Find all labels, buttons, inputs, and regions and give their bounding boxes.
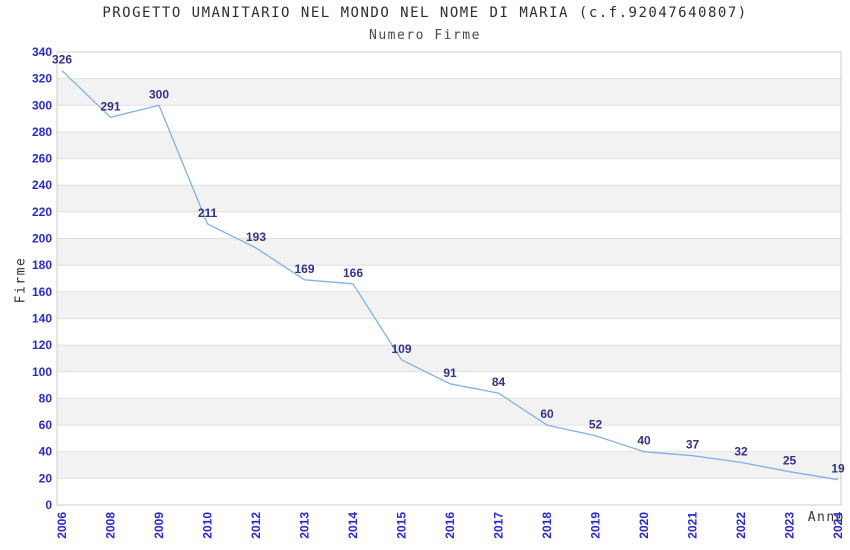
x-tick-label: 2020 bbox=[637, 512, 651, 539]
x-tick-label: 2006 bbox=[55, 512, 69, 539]
y-tick-label: 300 bbox=[32, 98, 52, 112]
data-point-label: 211 bbox=[198, 206, 218, 220]
data-point-label: 60 bbox=[540, 407, 554, 421]
y-tick-label: 220 bbox=[32, 205, 52, 219]
plot-band bbox=[57, 451, 841, 479]
x-tick-label: 2024 bbox=[831, 512, 845, 539]
x-tick-label: 2008 bbox=[104, 512, 118, 539]
y-tick-label: 260 bbox=[32, 152, 52, 166]
plot-band bbox=[57, 398, 841, 425]
data-point-label: 193 bbox=[246, 230, 266, 244]
plot-band bbox=[57, 131, 841, 159]
chart-title: PROGETTO UMANITARIO NEL MONDO NEL NOME D… bbox=[102, 5, 748, 21]
data-point-label: 169 bbox=[294, 262, 314, 276]
plot-band bbox=[57, 345, 841, 372]
data-point-label: 300 bbox=[149, 87, 169, 101]
x-tick-label: 2009 bbox=[152, 512, 166, 539]
data-point-label: 25 bbox=[783, 454, 797, 468]
chart-subtitle: Numero Firme bbox=[369, 28, 481, 43]
x-axis-title: Anno bbox=[807, 510, 845, 525]
x-tick-label: 2023 bbox=[783, 512, 797, 539]
y-tick-label: 180 bbox=[32, 258, 52, 272]
data-point-label: 40 bbox=[637, 434, 651, 448]
data-point-label: 326 bbox=[52, 53, 72, 67]
plot-band bbox=[57, 185, 841, 212]
y-tick-label: 40 bbox=[39, 445, 53, 459]
y-tick-label: 0 bbox=[45, 498, 52, 512]
y-tick-label: 120 bbox=[32, 338, 52, 352]
x-tick-label: 2015 bbox=[395, 512, 409, 539]
y-tick-label: 200 bbox=[32, 232, 52, 246]
y-tick-label: 240 bbox=[32, 178, 52, 192]
series-line bbox=[61, 70, 839, 481]
y-tick-label: 100 bbox=[32, 365, 52, 379]
y-tick-label: 280 bbox=[32, 125, 52, 139]
x-tick-label: 2012 bbox=[249, 512, 263, 539]
data-point-label: 109 bbox=[391, 342, 411, 356]
x-tick-label: 2016 bbox=[443, 512, 457, 539]
y-tick-label: 80 bbox=[39, 391, 53, 405]
x-tick-label: 2013 bbox=[298, 512, 312, 539]
plot-border bbox=[56, 51, 842, 506]
x-tick-label: 2018 bbox=[540, 512, 554, 539]
y-tick-label: 320 bbox=[32, 72, 52, 86]
data-point-label: 37 bbox=[686, 438, 700, 452]
data-point-label: 84 bbox=[492, 375, 506, 389]
plot-band bbox=[57, 291, 841, 319]
y-tick-label: 340 bbox=[32, 45, 52, 59]
y-tick-label: 20 bbox=[39, 471, 53, 485]
x-tick-label: 2010 bbox=[201, 512, 215, 539]
data-point-label: 166 bbox=[343, 266, 363, 280]
data-point-label: 32 bbox=[734, 444, 748, 458]
x-tick-label: 2014 bbox=[346, 512, 360, 539]
x-tick-label: 2021 bbox=[686, 512, 700, 539]
y-tick-label: 140 bbox=[32, 312, 52, 326]
x-tick-label: 2022 bbox=[734, 512, 748, 539]
data-point-label: 291 bbox=[100, 99, 120, 113]
y-tick-label: 160 bbox=[32, 285, 52, 299]
data-point-label: 52 bbox=[589, 418, 603, 432]
plot-band bbox=[57, 78, 841, 106]
data-point-label: 19 bbox=[831, 462, 845, 476]
x-tick-label: 2017 bbox=[492, 512, 506, 539]
plot-band bbox=[57, 238, 841, 266]
y-tick-label: 60 bbox=[39, 418, 53, 432]
data-point-label: 91 bbox=[443, 366, 457, 380]
x-tick-label: 2019 bbox=[589, 512, 603, 539]
